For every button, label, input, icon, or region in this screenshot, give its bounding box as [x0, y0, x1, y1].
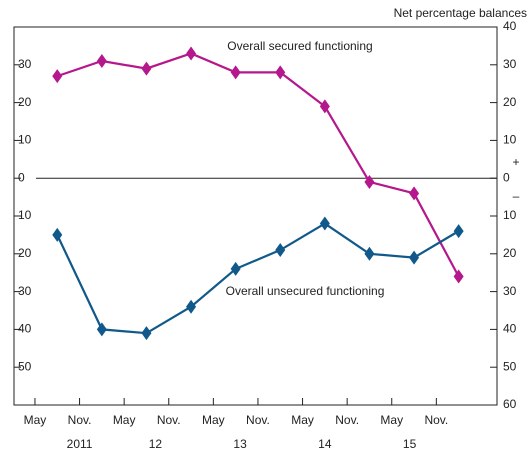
series-line [56, 52, 460, 277]
marker [96, 322, 107, 337]
y-tick-label: 10 [503, 208, 517, 222]
y-tick-label: 30 [18, 284, 32, 298]
x-tick-label: Nov. [335, 413, 359, 427]
year-label: 12 [149, 437, 163, 451]
marker [141, 326, 152, 341]
y-tick-label: 20 [503, 95, 517, 109]
marker [319, 216, 330, 231]
y-tick-label: 40 [18, 322, 32, 336]
x-tick-label: May [202, 413, 225, 427]
y-tick-label: 0 [503, 170, 510, 184]
year-label: 13 [233, 437, 247, 451]
y-tick-label: 20 [503, 246, 517, 260]
year-label: 2011 [67, 437, 93, 451]
marker [409, 250, 420, 265]
y-tick-label: 50 [18, 359, 32, 373]
x-tick-label: Nov. [246, 413, 270, 427]
y-tick-label: 30 [503, 57, 517, 71]
y-tick-label: 20 [18, 246, 32, 260]
y-tick-label: 10 [503, 133, 517, 147]
year-label: 15 [403, 437, 417, 451]
y-tick-label: 0 [18, 170, 25, 184]
y-tick-label: 40 [503, 19, 517, 33]
marker [141, 61, 152, 76]
y-tick-label: 30 [503, 284, 517, 298]
series-line [56, 222, 460, 335]
marker [96, 54, 107, 69]
y-tick-label: 30 [18, 57, 32, 71]
marker [364, 174, 375, 189]
y-tick-label: 50 [503, 359, 517, 373]
y-tick-label: 60 [503, 397, 517, 411]
x-tick-label: May [113, 413, 136, 427]
marker [186, 299, 197, 314]
marker [319, 99, 330, 114]
marker [230, 261, 241, 276]
x-tick-label: Nov. [68, 413, 92, 427]
axis-label: Net percentage balances [394, 6, 527, 20]
y-tick-label: 20 [18, 95, 32, 109]
y-tick-label: 10 [18, 133, 32, 147]
plus-sign: + [512, 155, 519, 169]
marker [230, 65, 241, 80]
marker [275, 65, 286, 80]
marker [364, 246, 375, 261]
year-label: 14 [318, 437, 332, 451]
x-tick-label: May [291, 413, 314, 427]
marker [275, 243, 286, 258]
marker [52, 227, 63, 242]
series-label: Overall secured functioning [227, 39, 372, 53]
marker [453, 224, 464, 239]
series-label: Overall unsecured functioning [226, 284, 385, 298]
marker [453, 269, 464, 284]
x-tick-label: Nov. [157, 413, 181, 427]
marker [52, 69, 63, 84]
y-tick-label: 40 [503, 322, 517, 336]
plot-frame [13, 26, 498, 406]
marker [186, 46, 197, 61]
x-tick-label: May [24, 413, 47, 427]
y-tick-label: 10 [18, 208, 32, 222]
x-tick-label: Nov. [424, 413, 448, 427]
x-tick-label: May [380, 413, 403, 427]
minus-sign: – [513, 189, 520, 203]
marker [409, 186, 420, 201]
